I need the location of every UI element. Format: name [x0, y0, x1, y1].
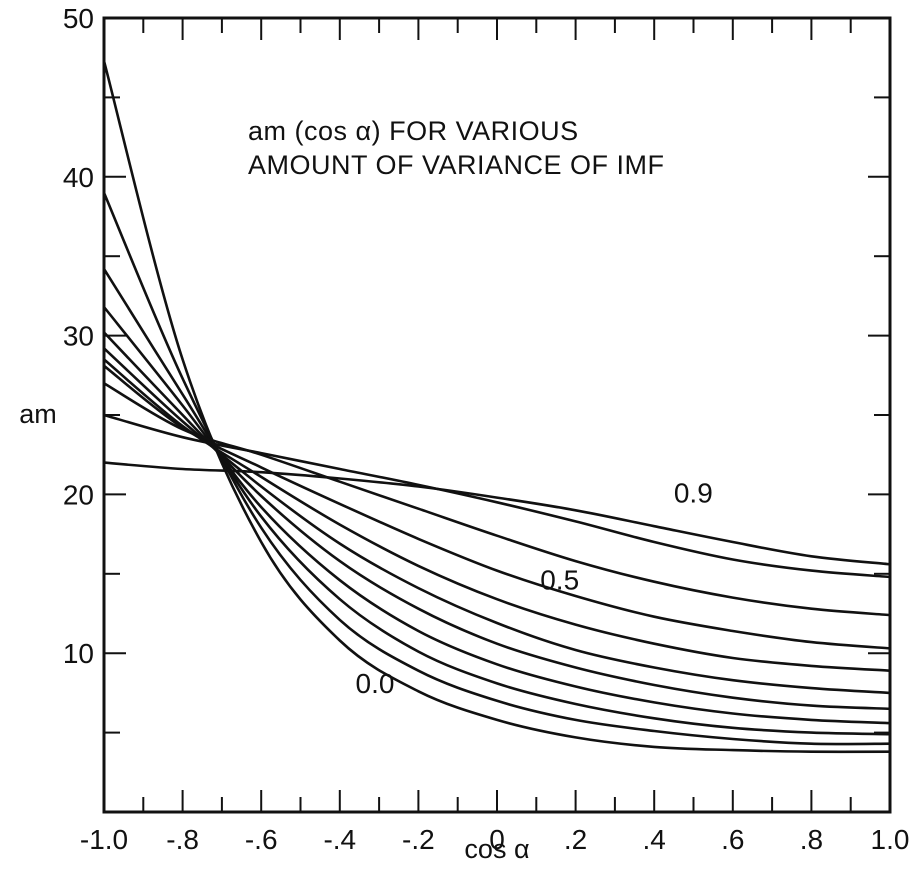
y-axis-label: am — [19, 399, 57, 429]
x-tick-label: -1.0 — [80, 824, 128, 855]
tick-labels: -1.0 -.8 -.6 -.4 -.2 0 .2 .4 .6 .8 1.0 10 20 30 40 50 — [63, 3, 910, 855]
x-tick-label: .6 — [721, 824, 744, 855]
chart-title-line-1: am (cos α) FOR VARIOUS — [248, 116, 579, 146]
series-line — [102, 306, 891, 725]
series-line — [103, 358, 891, 672]
series-line — [102, 60, 891, 754]
curve-label: 0.5 — [540, 565, 579, 596]
curve-label: 0.9 — [674, 477, 713, 508]
series-line — [103, 382, 891, 617]
series-curves — [102, 60, 891, 754]
chart-title-line-2: AMOUNT OF VARIANCE OF IMF — [248, 150, 665, 180]
series-line — [103, 461, 891, 566]
curve-labels: 0.9 0.5 0.0 — [356, 477, 713, 699]
series-line — [103, 364, 891, 650]
x-tick-label: -.4 — [323, 824, 356, 855]
y-tick-label: 50 — [63, 3, 94, 34]
series-line — [103, 331, 891, 711]
y-tick-label: 20 — [63, 479, 94, 510]
x-tick-label: 0 — [489, 824, 505, 855]
x-tick-label: 1.0 — [871, 824, 910, 855]
x-tick-label: -.8 — [166, 824, 199, 855]
curve-label: 0.0 — [356, 668, 395, 699]
x-tick-label: -.6 — [245, 824, 278, 855]
tick-marks — [103, 18, 891, 812]
x-axis-label: cos α — [464, 834, 529, 864]
series-line — [103, 347, 891, 695]
x-tick-label: -.2 — [402, 824, 435, 855]
x-tick-label: .4 — [643, 824, 666, 855]
series-line — [102, 192, 891, 746]
y-tick-label: 10 — [63, 638, 94, 669]
series-line — [103, 413, 891, 579]
y-tick-label: 30 — [63, 321, 94, 352]
y-tick-label: 40 — [63, 162, 94, 193]
x-tick-label: .2 — [564, 824, 587, 855]
x-tick-label: .8 — [800, 824, 823, 855]
